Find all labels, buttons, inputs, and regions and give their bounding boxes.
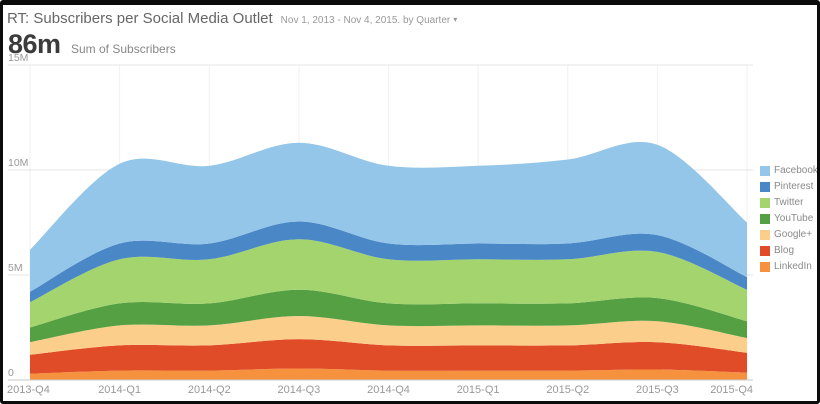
legend-swatch-icon (760, 165, 770, 176)
x-tick-label: 2015-Q4 (710, 384, 753, 396)
legend-label: Blog (774, 245, 795, 256)
stacked-area-chart: 15M 10M 5M 0 2013-Q4 2014-Q1 2014-Q2 2014-Q3 201… (7, 52, 753, 396)
headline: 86m Sum of Subscribers (8, 29, 176, 60)
area-facebook (30, 141, 747, 292)
legend-swatch-icon (760, 197, 770, 208)
legend-label: LinkedIn (774, 261, 812, 272)
x-tick-label: 2014-Q1 (98, 384, 141, 396)
legend-swatch-icon (760, 181, 770, 192)
area-twitter (30, 239, 747, 328)
legend-item-blog[interactable]: Blog (760, 245, 817, 256)
legend-label: Twitter (774, 197, 804, 208)
x-tick-label: 2014-Q4 (367, 384, 410, 396)
x-tick-label: 2013-Q4 (7, 384, 50, 396)
y-tick-label: 5M (8, 262, 23, 274)
legend-label: Pinterest (774, 181, 814, 192)
legend-label: Google+ (774, 229, 813, 240)
legend-label: Facebook (774, 165, 818, 176)
legend-item-youtube[interactable]: YouTube (760, 213, 817, 224)
chart-legend: Facebook Pinterest Twitter YouTube Google+ Bl… (760, 165, 818, 277)
x-tick-label: 2015-Q3 (636, 384, 679, 396)
y-tick-label: 0 (8, 367, 14, 379)
area-blog (30, 339, 747, 374)
legend-swatch-icon (760, 229, 770, 240)
date-range-label: Nov 1, 2013 - Nov 4, 2015. by Quarter (280, 15, 451, 26)
legend-swatch-icon (760, 213, 770, 224)
legend-item-linkedin[interactable]: LinkedIn (760, 261, 817, 272)
legend-swatch-icon (760, 261, 770, 272)
legend-label: YouTube (774, 213, 814, 224)
y-tick-label: 15M (8, 52, 28, 64)
legend-item-google[interactable]: Google+ (760, 229, 817, 240)
area-google (30, 316, 747, 355)
page-title: RT: Subscribers per Social Media Outlet (7, 10, 273, 27)
area-youtube (30, 289, 747, 343)
headline-label: Sum of Subscribers (71, 42, 176, 56)
x-tick-label: 2015-Q2 (546, 384, 589, 396)
area-linkedin (30, 368, 747, 380)
legend-item-pinterest[interactable]: Pinterest (760, 181, 817, 192)
date-range-dropdown[interactable]: Nov 1, 2013 - Nov 4, 2015. by Quarter ▾ (281, 10, 458, 28)
legend-item-twitter[interactable]: Twitter (760, 197, 817, 208)
y-tick-label: 10M (8, 157, 28, 169)
chevron-down-icon: ▾ (453, 15, 458, 24)
widget-header: RT: Subscribers per Social Media Outlet N… (7, 10, 457, 28)
x-tick-label: 2014-Q3 (277, 384, 320, 396)
x-tick-label: 2015-Q1 (457, 384, 500, 396)
legend-item-facebook[interactable]: Facebook (760, 165, 818, 176)
x-tick-label: 2014-Q2 (188, 384, 231, 396)
legend-swatch-icon (760, 245, 770, 256)
headline-value: 86m (8, 29, 61, 59)
